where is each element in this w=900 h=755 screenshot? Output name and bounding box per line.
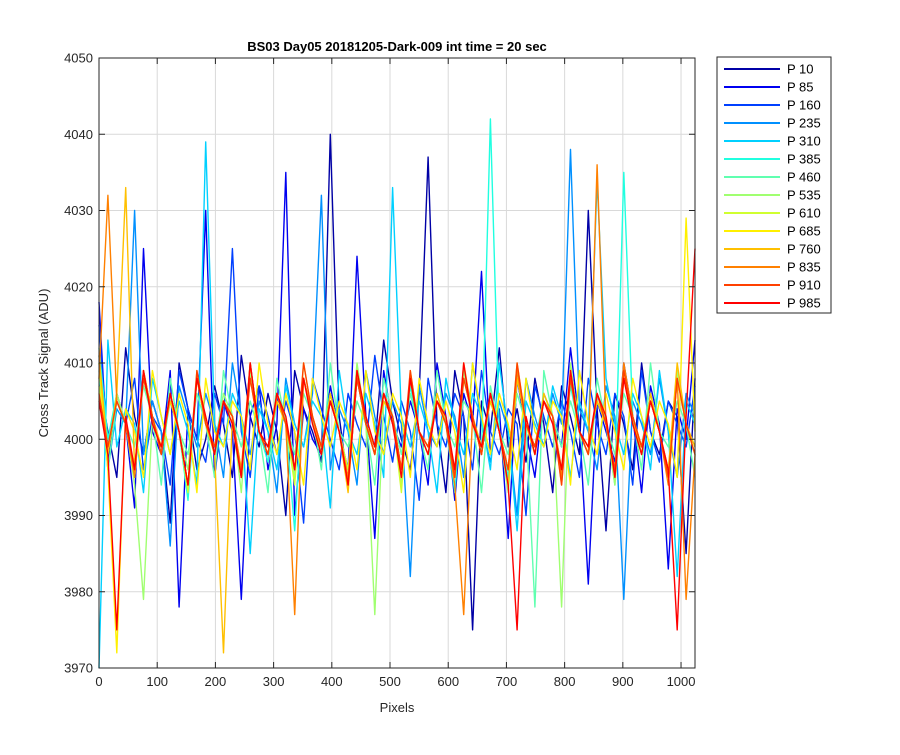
series-line-p985 — [98, 248, 696, 631]
y-tick-label: 4020 — [64, 279, 93, 294]
y-tick-label: 4000 — [64, 432, 93, 447]
y-axis-label: Cross Track Signal (ADU) — [36, 289, 51, 438]
legend-entry: P 235 — [787, 116, 821, 131]
x-tick-label: 600 — [437, 674, 459, 689]
y-tick-label: 4040 — [64, 127, 93, 142]
legend-entry: P 610 — [787, 206, 821, 221]
x-tick-label: 900 — [612, 674, 634, 689]
y-tick-label: 3980 — [64, 584, 93, 599]
legend-entry: P 310 — [787, 134, 821, 149]
x-axis-label: Pixels — [380, 700, 415, 715]
legend-entry: P 835 — [787, 260, 821, 275]
y-tick-label: 4050 — [64, 51, 93, 66]
x-tick-label: 400 — [321, 674, 343, 689]
legend-entry: P 385 — [787, 152, 821, 167]
x-tick-label: 500 — [379, 674, 401, 689]
series-line-p685 — [98, 217, 696, 654]
legend-entry: P 10 — [787, 62, 814, 77]
legend-entry: P 760 — [787, 242, 821, 257]
legend-entry: P 985 — [787, 296, 821, 311]
y-tick-label: 3970 — [64, 661, 93, 676]
tick-layer: 0 100 200 300 400 500 600 700 800 900 1000 3970 3980… — [64, 51, 695, 690]
y-tick-label: 3990 — [64, 508, 93, 523]
chart-title: BS03 Day05 20181205-Dark-009 int time = … — [247, 39, 547, 54]
legend-entry: P 160 — [787, 98, 821, 113]
x-tick-label: 1000 — [667, 674, 696, 689]
x-tick-label: 200 — [205, 674, 227, 689]
legend-entry: P 910 — [787, 278, 821, 293]
x-tick-label: 800 — [554, 674, 576, 689]
x-tick-label: 300 — [263, 674, 285, 689]
x-tick-label: 700 — [496, 674, 518, 689]
legend-entry: P 535 — [787, 188, 821, 203]
y-tick-label: 4010 — [64, 356, 93, 371]
legend-entry: P 460 — [787, 170, 821, 185]
y-tick-label: 4030 — [64, 203, 93, 218]
legend-entry: P 685 — [787, 224, 821, 239]
x-tick-label: 0 — [95, 674, 102, 689]
legend: P 10 P 85 P 160 P 235 P 310 P 385 P 460 P 535 P … — [716, 56, 832, 314]
x-tick-label: 100 — [146, 674, 168, 689]
series-layer — [98, 118, 696, 669]
legend-entry: P 85 — [787, 80, 814, 95]
series-line-p460 — [98, 362, 696, 608]
legend-box — [716, 56, 832, 314]
